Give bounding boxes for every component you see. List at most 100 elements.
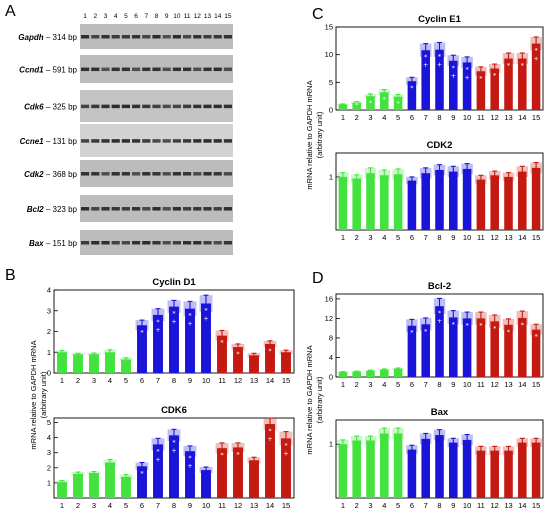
gel-band [81,104,90,109]
gel-band [121,104,130,109]
bar [57,352,67,373]
chart-title: CDK2 [427,140,453,151]
gel-band [162,139,171,143]
gel-band [193,207,202,211]
significance-mark: * [284,441,288,449]
y-tick-label: 1 [329,440,333,449]
gel-lane-number: 8 [155,13,159,20]
x-tick-label: 8 [437,233,441,242]
bar [462,318,472,377]
bar [185,451,195,498]
bar [393,174,403,230]
gel-band [193,67,202,72]
x-tick-label: 6 [140,501,144,510]
x-tick-label: 9 [188,501,192,510]
bar [338,372,348,377]
x-tick-label: 1 [341,233,345,242]
bar [217,448,227,498]
x-tick-label: 8 [172,376,176,385]
significance-mark: * [410,329,414,337]
significance-mark: * [268,347,272,355]
gel-gene-name: Ccnd1 [19,66,44,75]
bar [352,178,361,230]
x-tick-label: 14 [518,501,526,510]
gel-band [132,104,141,109]
bar [265,424,275,498]
x-tick-label: 15 [532,501,540,510]
gel-band [152,35,161,39]
x-tick-label: 11 [477,380,485,389]
bar [73,354,83,373]
x-tick-label: 7 [156,376,160,385]
gel-row-label: Gapdh – 314 bp [18,33,77,42]
significance-mark: * [156,318,160,326]
bar [169,435,179,498]
significance-mark: + [187,462,192,470]
bar [449,317,458,377]
y-tick-label: 0 [329,373,333,382]
bar [57,482,67,498]
significance-mark: * [424,53,428,61]
gel-band [121,67,130,72]
gel-band [111,67,120,72]
bar [504,450,513,498]
gel-band [172,139,181,143]
gel-band [91,139,100,143]
bar [169,306,179,373]
gel-band [121,207,130,211]
x-tick-label: 8 [437,501,441,510]
gel-row-label: Bcl2 – 323 bp [27,205,78,214]
y-axis-label-c: mRNA relative to GAPDH mRNA (arbitrary u… [305,80,324,189]
gel-lane-number: 3 [104,13,108,20]
x-tick-label: 8 [437,380,441,389]
y-tick-label: 8 [329,333,333,342]
gel-band [101,104,110,109]
significance-mark: * [493,324,497,332]
gel-band [162,35,171,39]
x-tick-label: 1 [341,501,345,510]
gel-band [142,104,151,109]
gel-band [142,67,151,72]
gel-band [101,139,110,143]
x-tick-label: 9 [451,501,455,510]
gel-band [142,172,151,176]
bar [462,439,472,498]
gel-gene-name: Cdk2 [24,170,44,179]
bar [265,343,275,373]
bar [393,96,403,110]
x-tick-label: 5 [124,376,128,385]
gel-band [81,207,90,211]
x-tick-label: 11 [477,113,485,122]
x-tick-label: 13 [504,380,512,389]
significance-mark: * [479,321,483,329]
bar [435,169,444,230]
bar [490,175,499,230]
x-tick-label: 2 [355,501,359,510]
y-tick-label: 12 [325,314,333,323]
bar [380,433,389,498]
significance-mark: + [267,435,272,443]
y-axis-label-line1: mRNA relative to GAPDH mRNA [29,340,38,449]
panel-label-d: D [312,270,324,287]
y-tick-label: 0 [47,369,51,378]
chart-3: Cyclin E10510151*2*3*4*5*6*+7*+8*+9*+10*… [325,14,544,122]
gel-gene-name: Ccne1 [20,137,45,146]
gel-band [91,67,100,72]
x-tick-label: 9 [451,233,455,242]
bar [380,92,389,110]
significance-mark: * [452,320,456,328]
bar [462,168,472,230]
bar [531,442,541,498]
gel-band [193,35,202,39]
gel-band [121,172,130,176]
gel-lane-number: 14 [214,13,222,20]
significance-mark: + [423,61,428,69]
significance-mark: * [507,62,511,70]
gel-gene-name: Bax [29,239,44,248]
gel-band [152,172,161,176]
gel-band [223,104,232,109]
bar [518,58,527,110]
y-tick-label: 0 [329,106,333,115]
significance-mark: * [493,72,497,80]
significance-mark: * [465,65,469,73]
